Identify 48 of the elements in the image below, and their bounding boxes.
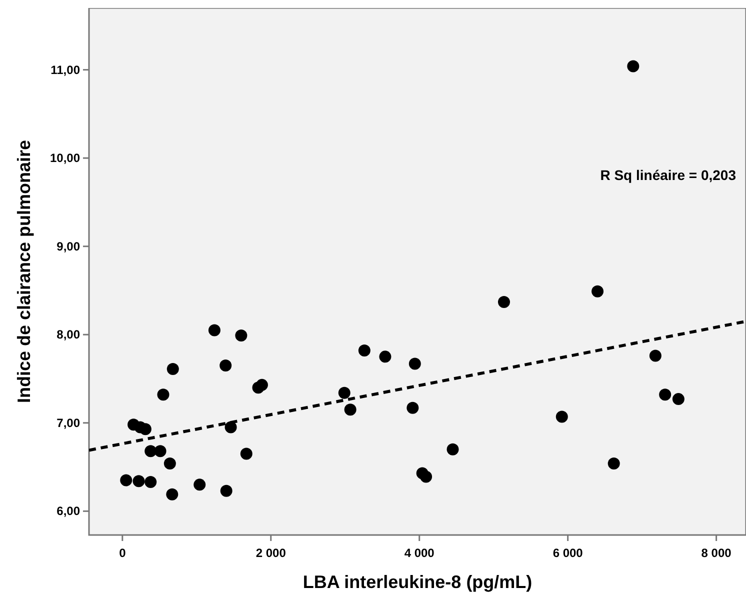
point	[420, 470, 432, 483]
x-tick-label: 2 000	[256, 546, 286, 560]
point	[194, 478, 206, 491]
y-tick-label: 11,00	[50, 62, 80, 77]
point	[235, 330, 248, 342]
point	[592, 285, 604, 298]
point	[157, 388, 170, 401]
x-tick-label: 6 000	[552, 546, 584, 560]
point	[556, 410, 568, 423]
point	[144, 476, 157, 488]
point	[208, 324, 220, 336]
point	[220, 484, 232, 497]
point	[344, 404, 356, 416]
y-tick-label: 9,00	[56, 239, 80, 254]
y-tick-label: 10,00	[50, 151, 80, 166]
y-tick-label: 7,00	[56, 416, 80, 430]
y-tick-label: 6,00	[56, 504, 80, 518]
x-axis-title: LBA interleukine-8 (pg/mL)	[302, 572, 532, 592]
point	[132, 475, 145, 488]
y-axis-title: Indice de clairance pulmonaire	[14, 140, 34, 404]
point	[672, 393, 684, 406]
point	[379, 350, 392, 363]
point	[446, 443, 459, 456]
x-tick-label: 8 000	[701, 546, 732, 560]
y-tick-label: 8,00	[56, 328, 80, 342]
point	[144, 445, 157, 458]
point	[256, 378, 268, 391]
point	[166, 363, 179, 376]
point	[608, 457, 620, 470]
point	[166, 488, 178, 500]
x-tick-label: 4 000	[404, 546, 435, 560]
point	[240, 448, 252, 460]
point	[220, 360, 232, 372]
point	[338, 386, 350, 399]
annotation: R Sq linéaire = 0,203	[600, 167, 736, 183]
point	[139, 423, 152, 436]
point	[120, 474, 132, 486]
point	[627, 60, 640, 72]
point	[406, 402, 419, 414]
point	[358, 344, 370, 357]
point	[498, 296, 510, 308]
point	[154, 445, 166, 458]
point	[224, 421, 237, 434]
point	[649, 350, 662, 362]
point	[408, 358, 421, 370]
point	[164, 457, 176, 470]
point	[659, 388, 672, 401]
x-tick-label: 0	[119, 546, 126, 560]
